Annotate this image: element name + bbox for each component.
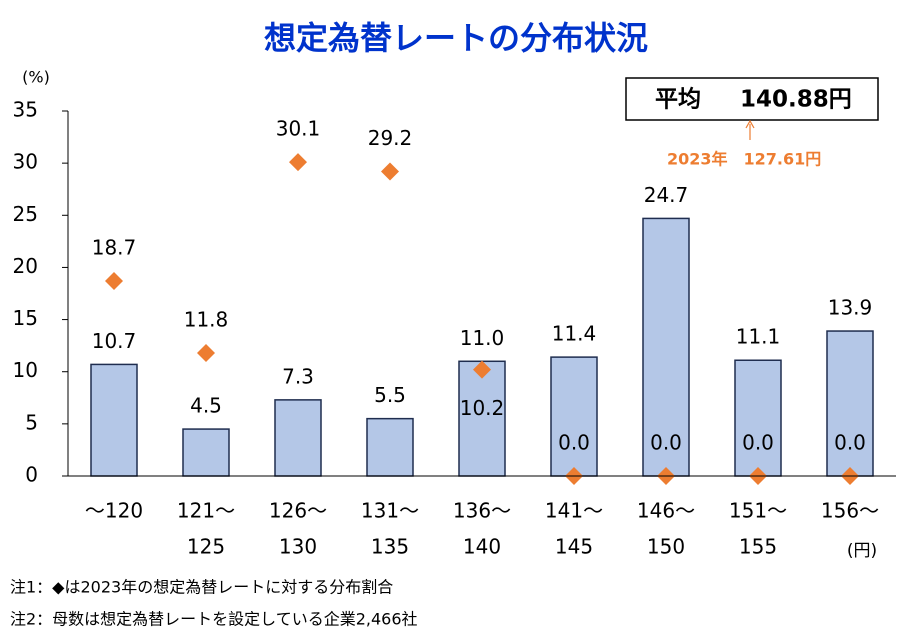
point-value-label: 0.0 [742, 431, 774, 455]
x-tick-label: 141～ [545, 499, 603, 523]
y-tick-label: 15 [13, 306, 38, 330]
point-value-label: 18.7 [92, 235, 137, 259]
point-value-label: 29.2 [368, 126, 413, 150]
point-value-label: 10.2 [460, 396, 505, 420]
x-tick-label: 135 [371, 535, 409, 559]
x-tick-label: 146～ [637, 499, 695, 523]
bar [734, 359, 782, 477]
bar [182, 428, 230, 477]
point [381, 162, 399, 181]
bar-value-label: 13.9 [828, 296, 873, 320]
y-tick-label: 5 [25, 410, 38, 434]
x-tick-label: 121～ [177, 499, 235, 523]
note: 注1：◆は2023年の想定為替レートに対する分布割合 [10, 578, 393, 597]
x-tick-label: 150 [647, 535, 685, 559]
bar [274, 399, 322, 477]
x-tick-label: 126～ [269, 499, 327, 523]
point-value-label: 0.0 [558, 431, 590, 455]
y-tick-label: 20 [13, 254, 38, 278]
point [197, 343, 215, 362]
note: 注2：母数は想定為替レートを設定している企業2,466社 [10, 610, 418, 629]
x-tick-label: 136～ [453, 499, 511, 523]
bar-value-label: 7.3 [282, 364, 314, 388]
x-tick-label: 156～ [821, 499, 879, 523]
bar-value-label: 10.7 [92, 329, 137, 353]
y-tick-label: 0 [25, 463, 38, 487]
chart-title: 想定為替レートの分布状況 [264, 19, 648, 57]
point-value-label: 11.8 [184, 307, 229, 331]
y-tick-label: 10 [13, 358, 38, 382]
bar [90, 363, 138, 477]
bar-value-label: 4.5 [190, 394, 222, 418]
point [473, 360, 491, 379]
x-tick-label: 151～ [729, 499, 787, 523]
bar-value-label: 5.5 [374, 383, 406, 407]
point [289, 153, 307, 172]
bar [826, 330, 874, 477]
x-tick-label: 140 [463, 535, 501, 559]
bar [642, 217, 690, 477]
average-value: 140.88円 [740, 87, 852, 113]
x-tick-label: ～120 [85, 499, 143, 523]
x-tick-label: 145 [555, 535, 593, 559]
bar-value-label: 11.4 [552, 322, 597, 346]
x-tick-label: 130 [279, 535, 317, 559]
y-tick-label: 25 [13, 202, 38, 226]
annotation: 2023年 127.61円 [667, 150, 821, 169]
bar-value-label: 11.1 [736, 325, 781, 349]
x-tick-label: 125 [187, 535, 225, 559]
x-tick-label: 131～ [361, 499, 419, 523]
bar [550, 356, 598, 477]
point [105, 271, 123, 290]
bar [366, 417, 414, 477]
annotation-arrowhead [745, 119, 755, 129]
point-value-label: 0.0 [834, 431, 866, 455]
x-tick-label: 155 [739, 535, 777, 559]
bar-value-label: 11.0 [460, 326, 505, 350]
bar-value-label: 24.7 [644, 183, 689, 207]
point-value-label: 0.0 [650, 431, 682, 455]
y-unit: (%) [22, 68, 50, 87]
y-tick-label: 35 [13, 98, 38, 122]
point-value-label: 30.1 [276, 117, 321, 141]
average-box [625, 77, 879, 121]
y-tick-label: 30 [13, 150, 38, 174]
x-unit: (円) [847, 541, 877, 561]
bar [458, 360, 506, 477]
average-label: 平均 [655, 86, 701, 113]
